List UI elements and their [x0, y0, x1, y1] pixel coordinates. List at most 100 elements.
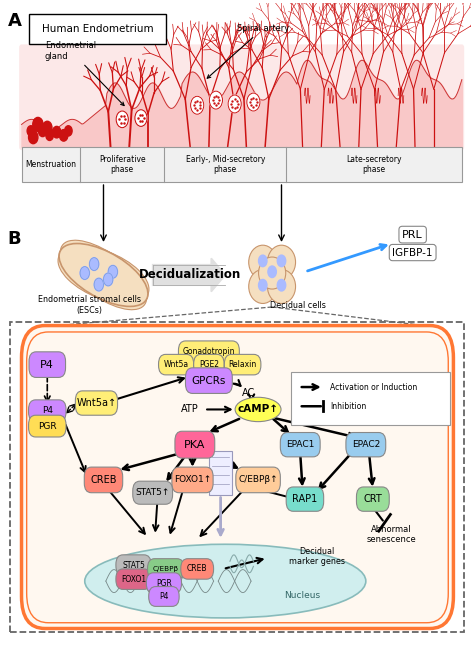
- Circle shape: [191, 96, 204, 114]
- Text: Wnt5a↑: Wnt5a↑: [76, 398, 117, 408]
- FancyBboxPatch shape: [185, 368, 232, 393]
- Text: EPAC1: EPAC1: [286, 440, 314, 449]
- Text: STAT5: STAT5: [122, 561, 145, 570]
- Text: RAP1: RAP1: [292, 494, 318, 504]
- Text: Late-secretory
phase: Late-secretory phase: [346, 155, 402, 174]
- FancyBboxPatch shape: [175, 432, 215, 458]
- Circle shape: [277, 280, 286, 291]
- FancyBboxPatch shape: [172, 467, 213, 493]
- FancyBboxPatch shape: [280, 433, 320, 457]
- FancyBboxPatch shape: [286, 487, 324, 511]
- Text: PGR: PGR: [156, 579, 172, 587]
- Circle shape: [108, 266, 118, 278]
- Text: P4: P4: [42, 406, 53, 415]
- Circle shape: [135, 110, 147, 127]
- Circle shape: [43, 121, 52, 134]
- FancyBboxPatch shape: [116, 569, 151, 589]
- FancyBboxPatch shape: [210, 451, 232, 495]
- FancyBboxPatch shape: [346, 433, 386, 457]
- FancyBboxPatch shape: [29, 352, 65, 377]
- FancyBboxPatch shape: [133, 481, 173, 505]
- Circle shape: [46, 130, 54, 140]
- Text: CREB: CREB: [90, 475, 117, 485]
- Text: C/EBPβ↑: C/EBPβ↑: [238, 475, 278, 484]
- Text: CREB: CREB: [187, 565, 208, 574]
- Text: Decidualization: Decidualization: [139, 269, 241, 282]
- Ellipse shape: [60, 240, 146, 309]
- FancyBboxPatch shape: [28, 400, 66, 422]
- Text: Wnt5a: Wnt5a: [164, 360, 189, 369]
- FancyBboxPatch shape: [147, 559, 184, 579]
- Text: Gonadotropin: Gonadotropin: [182, 348, 235, 357]
- FancyBboxPatch shape: [75, 391, 118, 415]
- FancyBboxPatch shape: [146, 573, 182, 593]
- Text: FOXO1: FOXO1: [121, 575, 146, 584]
- FancyBboxPatch shape: [224, 355, 261, 375]
- Text: Abnormal
senescence: Abnormal senescence: [367, 525, 417, 544]
- Ellipse shape: [59, 244, 148, 306]
- Ellipse shape: [267, 269, 296, 304]
- Circle shape: [27, 126, 35, 136]
- Circle shape: [210, 91, 222, 109]
- FancyBboxPatch shape: [29, 14, 166, 45]
- Text: A: A: [8, 12, 21, 30]
- FancyBboxPatch shape: [292, 371, 450, 425]
- Circle shape: [90, 258, 99, 271]
- Ellipse shape: [258, 257, 286, 289]
- Circle shape: [116, 111, 128, 128]
- FancyBboxPatch shape: [10, 322, 464, 632]
- Text: Early-, Mid-secretory
phase: Early-, Mid-secretory phase: [186, 155, 265, 174]
- Circle shape: [64, 126, 72, 136]
- FancyBboxPatch shape: [194, 355, 224, 375]
- FancyBboxPatch shape: [116, 555, 151, 576]
- FancyBboxPatch shape: [236, 467, 280, 493]
- Circle shape: [258, 280, 267, 291]
- Ellipse shape: [59, 244, 148, 306]
- FancyBboxPatch shape: [84, 467, 123, 493]
- Text: Activation or Induction: Activation or Induction: [330, 382, 417, 391]
- FancyBboxPatch shape: [28, 415, 66, 437]
- Ellipse shape: [249, 269, 277, 304]
- Text: CRT: CRT: [364, 494, 382, 504]
- Ellipse shape: [85, 545, 366, 618]
- Text: IGFBP-1: IGFBP-1: [392, 247, 433, 258]
- Text: B: B: [8, 230, 21, 248]
- Circle shape: [33, 118, 43, 132]
- Text: PKA: PKA: [184, 440, 206, 450]
- Circle shape: [28, 131, 38, 143]
- FancyBboxPatch shape: [149, 587, 179, 607]
- FancyBboxPatch shape: [178, 341, 239, 362]
- Text: Decidual cells: Decidual cells: [270, 301, 326, 310]
- FancyBboxPatch shape: [21, 147, 462, 182]
- Text: P4: P4: [40, 360, 54, 370]
- FancyBboxPatch shape: [356, 487, 389, 511]
- Ellipse shape: [249, 245, 277, 279]
- Text: PGE2: PGE2: [199, 360, 219, 369]
- Text: Endometrial stromal cells
(ESCs): Endometrial stromal cells (ESCs): [38, 295, 141, 315]
- Circle shape: [258, 255, 267, 267]
- Circle shape: [268, 266, 276, 278]
- FancyBboxPatch shape: [19, 45, 464, 150]
- Circle shape: [228, 95, 241, 113]
- Circle shape: [247, 93, 260, 111]
- Ellipse shape: [267, 245, 296, 279]
- Text: Decidual
marker genes: Decidual marker genes: [289, 547, 345, 567]
- Text: Relaxin: Relaxin: [228, 360, 257, 369]
- FancyBboxPatch shape: [21, 326, 454, 629]
- Text: P4: P4: [159, 592, 169, 601]
- Ellipse shape: [58, 247, 149, 304]
- Text: C/EBPβ: C/EBPβ: [153, 566, 179, 572]
- Circle shape: [103, 273, 113, 286]
- Circle shape: [53, 127, 61, 138]
- Text: STAT5↑: STAT5↑: [136, 488, 170, 497]
- Circle shape: [277, 255, 286, 267]
- Text: Endometrial
gland: Endometrial gland: [45, 41, 124, 105]
- FancyBboxPatch shape: [158, 355, 194, 375]
- Text: Spiral artery: Spiral artery: [207, 24, 289, 78]
- Text: AC: AC: [242, 388, 255, 399]
- Text: ATP: ATP: [181, 404, 199, 415]
- Text: Inhibition: Inhibition: [330, 402, 366, 411]
- Text: FOXO1↑: FOXO1↑: [174, 475, 211, 484]
- Text: cAMP↑: cAMP↑: [237, 404, 279, 415]
- Circle shape: [80, 267, 90, 280]
